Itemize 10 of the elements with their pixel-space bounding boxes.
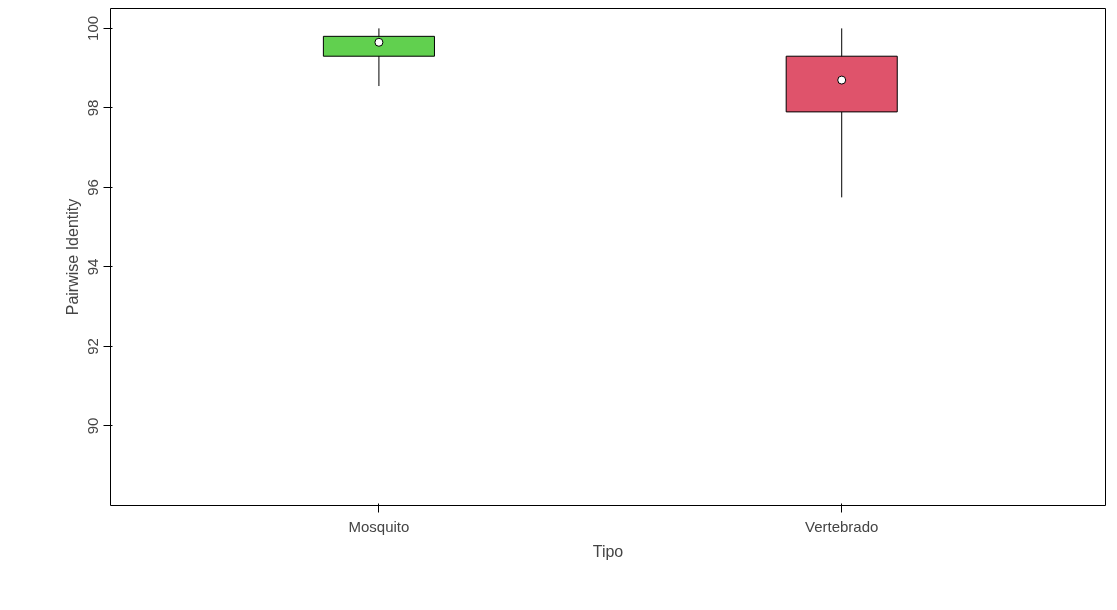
y-axis-title: Pairwise Identity bbox=[63, 198, 81, 316]
x-tick-label: Vertebrado bbox=[805, 517, 879, 535]
y-tick-label: 96 bbox=[84, 179, 102, 196]
x-axis-title: Tipo bbox=[592, 542, 624, 560]
y-tick-label: 90 bbox=[84, 417, 102, 435]
y-tick-label: 98 bbox=[84, 99, 102, 117]
x-tick-label: Mosquito bbox=[348, 517, 410, 535]
y-tick-label: 100 bbox=[84, 15, 102, 41]
y-tick-label: 94 bbox=[84, 258, 102, 276]
y-tick-label: 92 bbox=[84, 338, 102, 355]
